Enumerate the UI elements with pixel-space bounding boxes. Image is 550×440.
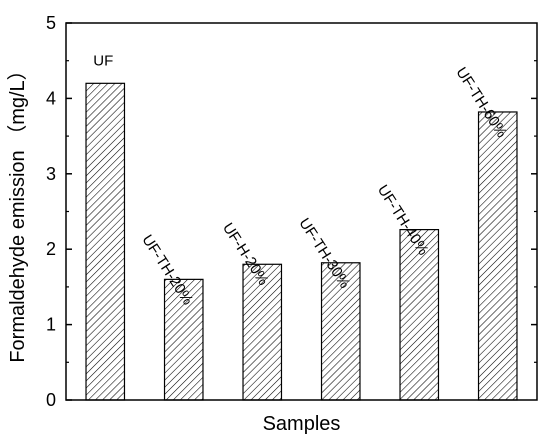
- y-tick-label: 1: [46, 315, 56, 335]
- x-axis-title: Samples: [263, 413, 341, 435]
- bar-3: [242, 263, 283, 401]
- y-tick-label: 2: [46, 239, 56, 259]
- bar-label-1: UF: [93, 52, 113, 69]
- bar-1: [85, 82, 126, 401]
- bar-2: [163, 278, 204, 401]
- y-tick-label: 0: [46, 390, 56, 410]
- bar-6: [477, 111, 518, 401]
- y-tick-label: 5: [46, 13, 56, 33]
- y-axis-title: Formaldehyde emission （mg/L）: [6, 60, 29, 362]
- y-tick-label: 4: [46, 88, 56, 108]
- y-tick-label: 3: [46, 164, 56, 184]
- y-axis-ticks: 0 1 2 3 4 5: [46, 13, 537, 410]
- bar-4: [320, 262, 361, 401]
- bars-group: [85, 82, 518, 401]
